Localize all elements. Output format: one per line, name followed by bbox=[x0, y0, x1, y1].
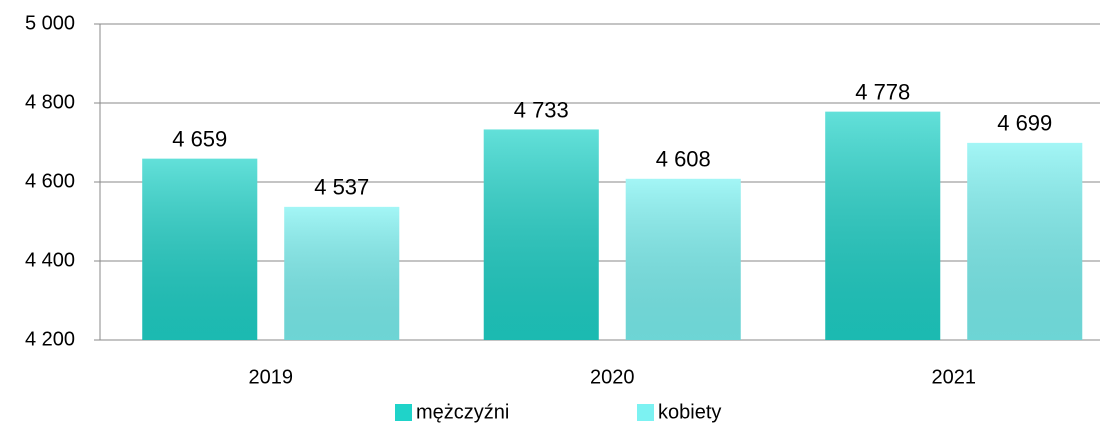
legend-swatch bbox=[395, 404, 412, 421]
bar-shade bbox=[142, 158, 258, 340]
y-tick-label: 4 600 bbox=[25, 170, 75, 192]
x-tick-label: 2019 bbox=[249, 366, 294, 388]
data-label: 4 699 bbox=[997, 111, 1052, 136]
legend-label: kobiety bbox=[658, 401, 721, 423]
bar-shade bbox=[825, 111, 941, 340]
x-tick-label: 2020 bbox=[590, 366, 635, 388]
data-label: 4 537 bbox=[314, 175, 369, 200]
bar-shade bbox=[284, 206, 400, 340]
y-tick-label: 4 400 bbox=[25, 249, 75, 271]
y-tick-label: 4 200 bbox=[25, 328, 75, 350]
bar-shade bbox=[967, 142, 1083, 340]
bar-shade bbox=[483, 129, 599, 340]
legend-label: mężczyźni bbox=[416, 401, 509, 423]
data-label: 4 659 bbox=[172, 127, 227, 152]
data-label: 4 778 bbox=[855, 80, 910, 105]
y-tick-label: 5 000 bbox=[25, 12, 75, 34]
data-label: 4 733 bbox=[514, 97, 569, 122]
y-tick-label: 4 800 bbox=[25, 91, 75, 113]
legend-swatch bbox=[637, 404, 654, 421]
x-tick-label: 2021 bbox=[932, 366, 977, 388]
data-label: 4 608 bbox=[656, 147, 711, 172]
bar-shade bbox=[625, 178, 741, 340]
